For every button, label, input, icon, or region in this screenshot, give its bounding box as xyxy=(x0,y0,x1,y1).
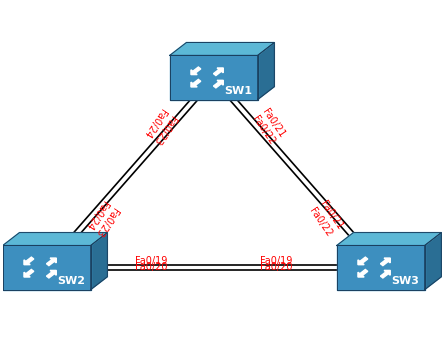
FancyArrow shape xyxy=(380,270,390,278)
Polygon shape xyxy=(337,246,425,289)
FancyArrow shape xyxy=(358,269,368,277)
FancyArrow shape xyxy=(46,270,57,278)
Polygon shape xyxy=(170,42,275,56)
FancyArrow shape xyxy=(24,269,34,277)
Polygon shape xyxy=(3,246,91,289)
Text: Fa0/19: Fa0/19 xyxy=(260,256,292,266)
Text: Fa0/20: Fa0/20 xyxy=(260,262,292,272)
Text: Fa0/21
Fa0/22: Fa0/21 Fa0/22 xyxy=(250,107,287,146)
Text: SW1: SW1 xyxy=(224,86,252,96)
FancyArrow shape xyxy=(214,80,223,88)
Text: Fa0/21
Fa0/22: Fa0/21 Fa0/22 xyxy=(307,199,344,238)
Polygon shape xyxy=(3,233,107,246)
FancyArrow shape xyxy=(358,257,368,265)
FancyArrow shape xyxy=(191,79,201,87)
Text: Fa0/19: Fa0/19 xyxy=(135,256,167,266)
Polygon shape xyxy=(170,56,258,99)
Text: SW3: SW3 xyxy=(391,276,419,286)
Text: Fa0/23
Fa0/24: Fa0/23 Fa0/24 xyxy=(141,107,178,146)
Polygon shape xyxy=(337,233,441,246)
FancyArrow shape xyxy=(24,257,34,265)
Text: SW2: SW2 xyxy=(57,276,85,286)
FancyArrow shape xyxy=(191,67,201,75)
Polygon shape xyxy=(91,233,107,289)
Polygon shape xyxy=(425,233,441,289)
FancyArrow shape xyxy=(214,68,223,76)
Text: Fa0/23
Fa0/24: Fa0/23 Fa0/24 xyxy=(83,199,120,238)
FancyArrow shape xyxy=(46,258,57,266)
Text: Fa0/20: Fa0/20 xyxy=(135,262,168,272)
FancyArrow shape xyxy=(380,258,390,266)
Polygon shape xyxy=(258,42,275,99)
